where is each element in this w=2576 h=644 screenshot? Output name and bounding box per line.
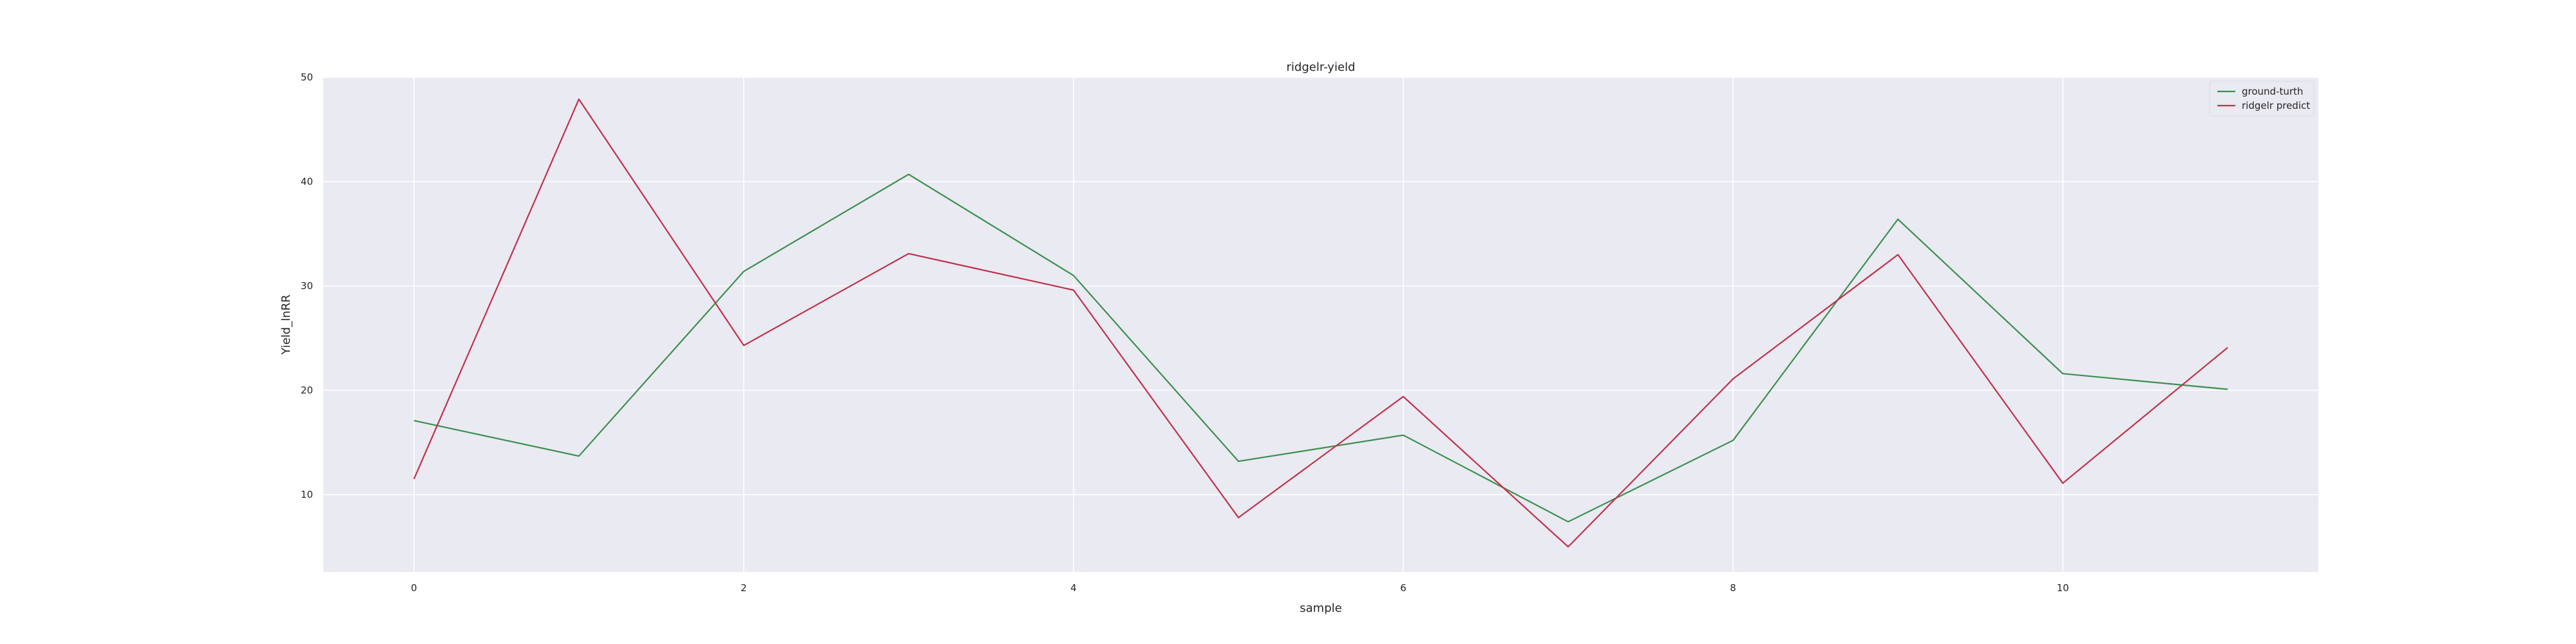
legend-box [2209,80,2315,117]
chart-title: ridgelr-yield [1287,61,1356,74]
legend: ground-turth ridgelr predict [2209,80,2315,117]
series-line-ridgelr-predict [413,98,2228,548]
legend-label-ridgelr-predict: ridgelr predict [2242,100,2310,111]
x-tick-label: 0 [411,582,417,594]
x-tick-label: 10 [2057,582,2069,594]
x-tick-label: 4 [1070,582,1077,594]
y-tick-label: 10 [301,489,313,500]
y-tick-label: 20 [301,384,313,396]
x-axis-ticks: 0 2 4 6 8 10 [411,582,2069,594]
y-tick-label: 50 [301,71,313,83]
legend-label-ground-turth: ground-turth [2242,86,2303,97]
x-tick-label: 8 [1730,582,1736,594]
plot-area [323,77,2318,572]
x-tick-label: 2 [741,582,747,594]
y-tick-label: 30 [301,280,313,292]
x-axis-label: sample [1300,601,1341,615]
grid-lines [323,77,2318,572]
series-line-ground-turth [413,173,2228,523]
series-lines [413,98,2228,548]
y-tick-label: 40 [301,176,313,187]
x-tick-label: 6 [1400,582,1406,594]
y-axis-label: Yield_lnRR [279,294,293,355]
y-axis-ticks: 10 20 30 40 50 [301,71,313,500]
